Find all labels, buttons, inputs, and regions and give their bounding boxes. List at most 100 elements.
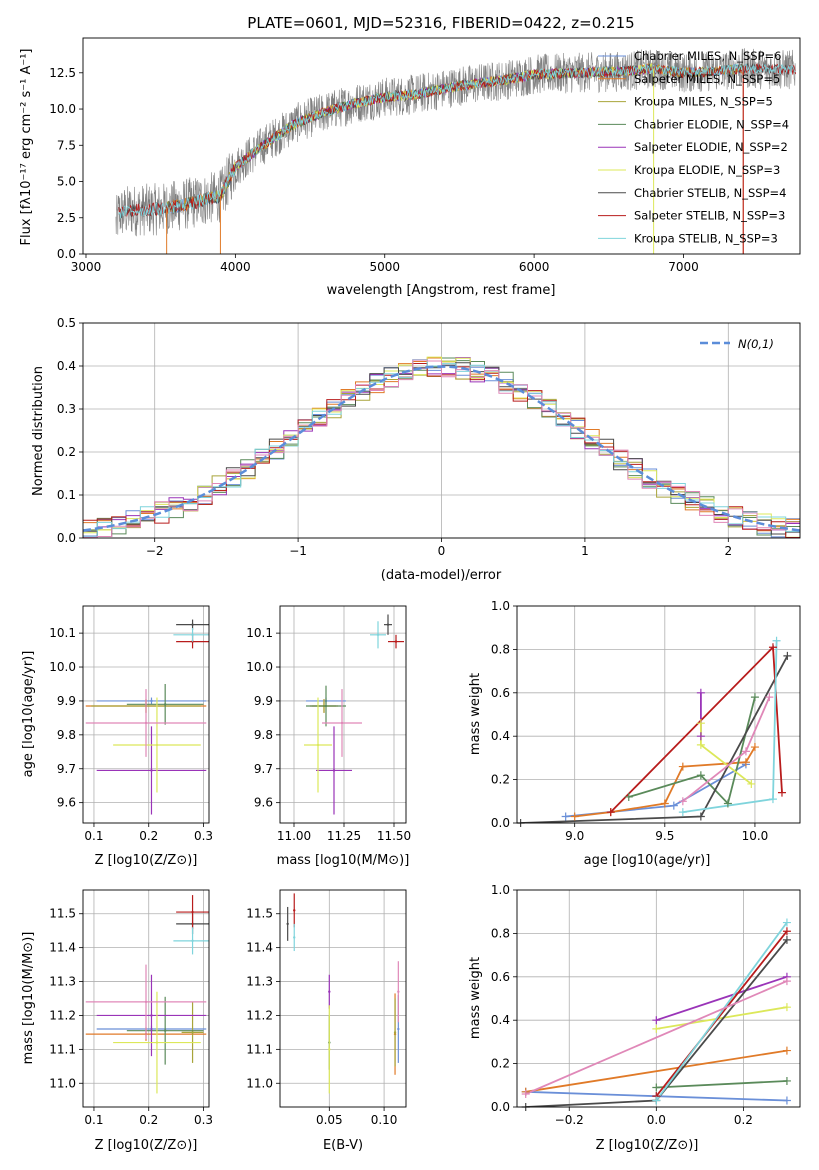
plus-marker [624, 792, 633, 801]
data-point [163, 1029, 167, 1032]
y-tick-label: 10.0 [246, 660, 273, 674]
plus-marker [782, 1003, 791, 1012]
data-point [293, 909, 296, 912]
z-mass-panel: Z [log10(Z/Z⊙)] mass [log10(M/M⊙)] 0.1 0.… [21, 889, 213, 1153]
plus-marker [696, 688, 705, 697]
y-tick-label: 1.0 [491, 599, 510, 613]
y-tick-label: 0.6 [491, 686, 510, 700]
plus-marker [782, 935, 791, 944]
weight-line [520, 655, 789, 823]
spectrum-trace [115, 48, 796, 237]
x-tick-label: 11.25 [327, 829, 361, 843]
data-point [324, 704, 328, 708]
x-tick-label: 0.1 [84, 829, 103, 843]
plus-marker [606, 808, 615, 817]
z-age-xlabel: Z [log10(Z/Z⊙)] [95, 853, 198, 868]
plus-marker [696, 732, 705, 741]
plus-marker [747, 779, 756, 788]
axes-frame [279, 605, 407, 824]
y-tick-label: 11.3 [49, 975, 76, 989]
residual-histogram [83, 359, 800, 538]
y-tick-label: 0.4 [491, 1013, 510, 1027]
x-tick-label: 0.10 [371, 1113, 398, 1127]
y-tick-label: 0.5 [57, 316, 76, 330]
data-point [397, 1027, 400, 1031]
axes-frame [82, 322, 801, 539]
y-tick-label: 9.9 [254, 694, 273, 708]
x-tick-label: 3000 [71, 260, 102, 274]
axes-frame [516, 605, 801, 824]
y-tick-label: 10.1 [49, 626, 76, 640]
y-tick-label: 9.8 [254, 728, 273, 742]
y-tick-label: 9.8 [57, 728, 76, 742]
plus-marker [750, 743, 759, 752]
data-point [328, 1048, 331, 1051]
plus-marker [782, 927, 791, 936]
y-tick-label: 0.2 [491, 1057, 510, 1071]
legend-entry: Salpeter STELIB, N_SSP=3 [634, 209, 785, 223]
x-tick-label: 7000 [668, 260, 699, 274]
data-point [191, 939, 194, 943]
plus-marker [783, 651, 792, 660]
data-point [316, 743, 320, 747]
data-point [191, 910, 194, 914]
y-tick-label: 0.3 [57, 402, 76, 416]
y-tick-label: 0.8 [491, 642, 510, 656]
plus-marker [678, 797, 687, 806]
z-weight-ylabel: mass weight [468, 957, 483, 1039]
residual-xlabel: (data-model)/error [381, 568, 502, 583]
y-tick-label: 0.4 [491, 729, 510, 743]
y-tick-label: 9.9 [57, 694, 76, 708]
plus-marker [768, 795, 777, 804]
weight-line [656, 1006, 788, 1030]
age-weight-ylabel: mass weight [468, 673, 483, 755]
data-point [328, 990, 331, 993]
x-tick-label: 6000 [519, 260, 550, 274]
x-tick-label: 4000 [220, 260, 251, 274]
y-tick-label: 7.5 [57, 138, 76, 152]
y-tick-label: 9.6 [57, 796, 76, 810]
axes-frame [82, 889, 210, 1108]
x-tick-label: 0.2 [139, 829, 158, 843]
z-mass-ylabel: mass [log10(M/M⊙)] [21, 932, 36, 1065]
legend-entry: Kroupa STELIB, N_SSP=3 [634, 231, 778, 245]
age-weight-xlabel: age [log10(age/yr)] [584, 853, 711, 868]
legend-entry: Salpeter MILES, N_SSP=5 [634, 72, 780, 86]
y-tick-label: 12.5 [49, 66, 76, 80]
plus-marker [570, 812, 579, 821]
plus-marker [782, 1096, 791, 1105]
plus-marker [660, 799, 669, 808]
x-tick-label: 0.2 [734, 1113, 753, 1127]
y-tick-label: 11.0 [246, 1076, 273, 1090]
data-point [394, 640, 398, 643]
y-tick-label: 5.0 [57, 175, 76, 189]
plot-area [115, 48, 796, 254]
y-tick-label: 11.2 [246, 1008, 273, 1022]
y-tick-label: 1.0 [491, 883, 510, 897]
data-point [150, 1014, 153, 1017]
spectrum-ylabel: Flux [fλ10⁻¹⁷ erg cm⁻² s⁻¹ A⁻¹] [19, 49, 34, 246]
mass-age-panel: mass [log10(M/M⊙)] 11.00 11.25 11.50 9.6 9.7… [246, 605, 411, 868]
plus-marker [782, 977, 791, 986]
plus-marker [652, 1024, 661, 1033]
residual-histogram [83, 356, 800, 538]
legend-entry: Chabrier STELIB, N_SSP=4 [634, 186, 786, 200]
axes-frame [82, 37, 801, 255]
data-point [386, 623, 390, 626]
spectrum-title: PLATE=0601, MJD=52316, FIBERID=0422, z=0… [247, 14, 634, 32]
weight-line [682, 640, 778, 813]
legend-entry: Chabrier ELODIE, N_SSP=4 [634, 117, 789, 131]
weight-line [655, 921, 788, 1102]
data-point [397, 990, 400, 993]
z-weight-xlabel: Z [log10(Z/Z⊙)] [596, 1138, 699, 1153]
plus-marker [652, 1083, 661, 1092]
x-tick-label: 0.3 [194, 1113, 213, 1127]
plus-marker [750, 693, 759, 702]
data-point [293, 936, 296, 939]
data-point [340, 721, 344, 725]
x-tick-label: −1 [289, 544, 307, 558]
y-tick-label: 2.5 [57, 211, 76, 225]
weight-line [655, 930, 788, 1097]
normal-curve [83, 365, 800, 532]
y-tick-label: 11.0 [49, 1076, 76, 1090]
